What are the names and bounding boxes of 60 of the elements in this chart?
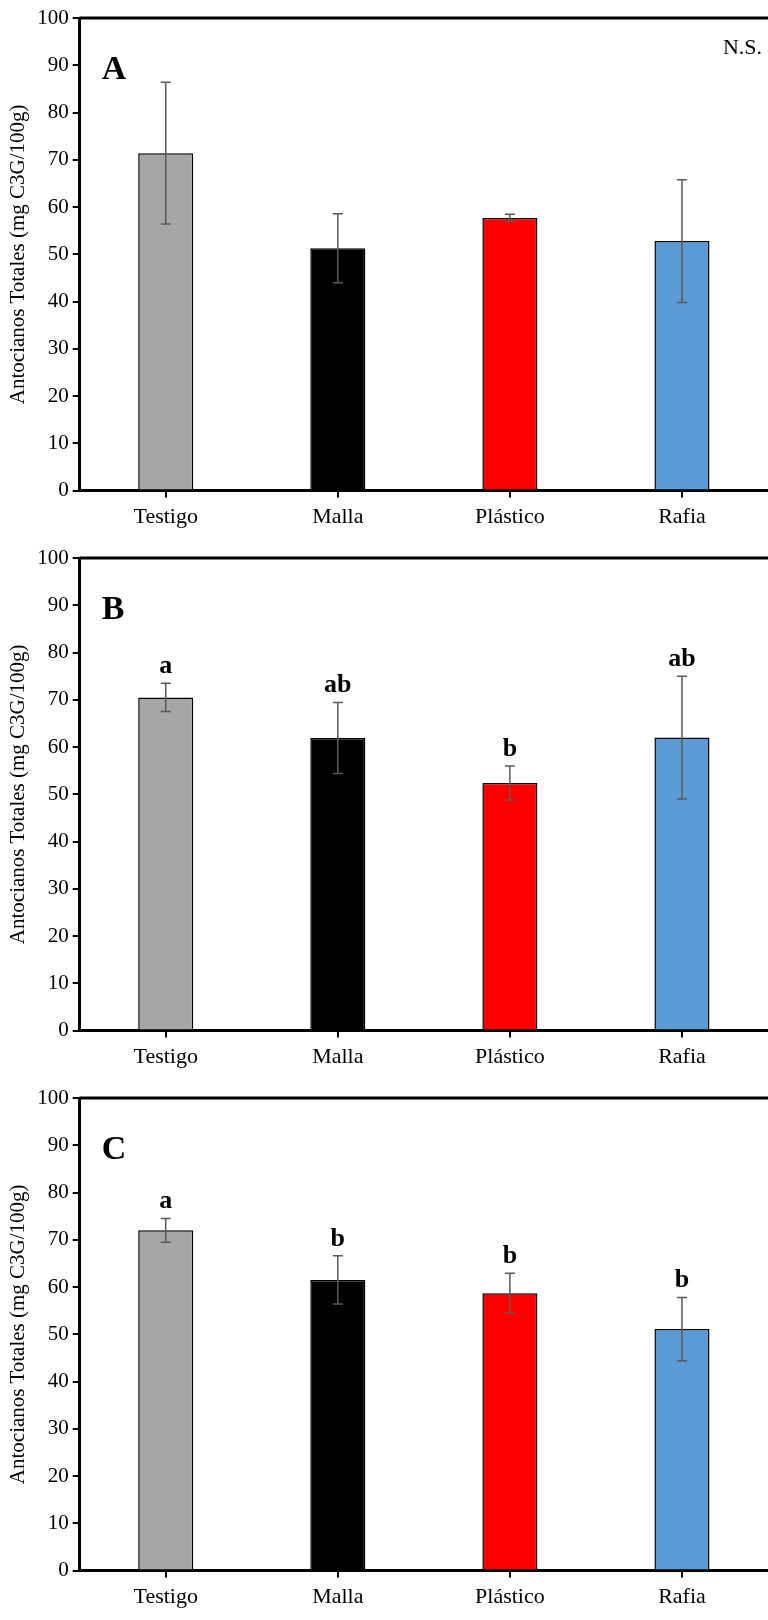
y-tick-label: 70	[47, 1226, 69, 1251]
y-tick-label: 30	[47, 335, 69, 360]
y-tick-label: 20	[47, 922, 69, 947]
x-tick-label: Plástico	[475, 502, 545, 528]
y-tick-label: 10	[47, 429, 69, 454]
x-tick-label: Malla	[312, 1042, 364, 1068]
y-tick-label: 30	[47, 1415, 69, 1440]
text: B	[101, 588, 125, 626]
y-tick-label: 80	[47, 639, 69, 664]
x-tick-label: Testigo	[133, 1582, 198, 1608]
y-tick-label: 80	[47, 99, 69, 124]
y-tick-label: 60	[47, 193, 69, 218]
annotation: b	[502, 1240, 518, 1270]
y-tick-label: 10	[47, 969, 69, 994]
x-tick-label: Testigo	[133, 1042, 198, 1068]
text: C	[101, 1128, 127, 1166]
y-tick-label: 60	[47, 733, 69, 758]
y-tick-label: 80	[47, 1179, 69, 1204]
y-tick-label: 50	[47, 240, 69, 265]
y-tick-label: 90	[47, 1131, 69, 1156]
x-tick-label: Rafia	[658, 1582, 707, 1608]
y-tick-label: 50	[47, 780, 69, 805]
x-tick-label: Malla	[312, 502, 364, 528]
y-tick-label: 40	[47, 828, 69, 853]
x-tick-label: Plástico	[475, 1042, 545, 1068]
y-axis-title: Antocianos Totales (mg C3G/100g)	[5, 1184, 30, 1485]
y-tick-label: 40	[47, 1368, 69, 1393]
annotation: ab	[668, 642, 696, 672]
annotation: b	[674, 1264, 690, 1294]
y-tick-label: 0	[58, 477, 69, 502]
x-tick-label: Rafia	[658, 1042, 707, 1068]
y-tick-label: 20	[47, 1462, 69, 1487]
annotation: a	[159, 649, 173, 679]
y-tick-label: 20	[47, 382, 69, 407]
x-tick-label: Rafia	[658, 502, 707, 528]
x-tick-label: Malla	[312, 1582, 364, 1608]
x-tick-label: Testigo	[133, 502, 198, 528]
y-tick-label: 100	[37, 544, 69, 569]
annotation: a	[159, 1185, 173, 1215]
annotation: b	[330, 1222, 346, 1252]
y-tick-label: 100	[37, 4, 69, 29]
y-tick-label: 50	[47, 1320, 69, 1345]
y-tick-label: 10	[47, 1509, 69, 1534]
y-tick-label: 0	[58, 1017, 69, 1042]
annotation: ab	[324, 669, 352, 699]
y-tick-label: 90	[47, 51, 69, 76]
y-tick-label: 100	[37, 1084, 69, 1109]
y-axis-title: Antocianos Totales (mg C3G/100g)	[5, 104, 30, 405]
x-tick-label: Plástico	[475, 1582, 545, 1608]
text: A	[101, 48, 127, 86]
y-tick-label: 40	[47, 288, 69, 313]
y-tick-label: 90	[47, 591, 69, 616]
y-tick-label: 70	[47, 146, 69, 171]
annotation: N.S.	[722, 33, 762, 59]
y-tick-label: 60	[47, 1273, 69, 1298]
y-tick-label: 0	[58, 1557, 69, 1582]
annotation: b	[502, 732, 518, 762]
y-axis-title: Antocianos Totales (mg C3G/100g)	[5, 644, 30, 945]
y-tick-label: 70	[47, 686, 69, 711]
y-tick-label: 30	[47, 875, 69, 900]
